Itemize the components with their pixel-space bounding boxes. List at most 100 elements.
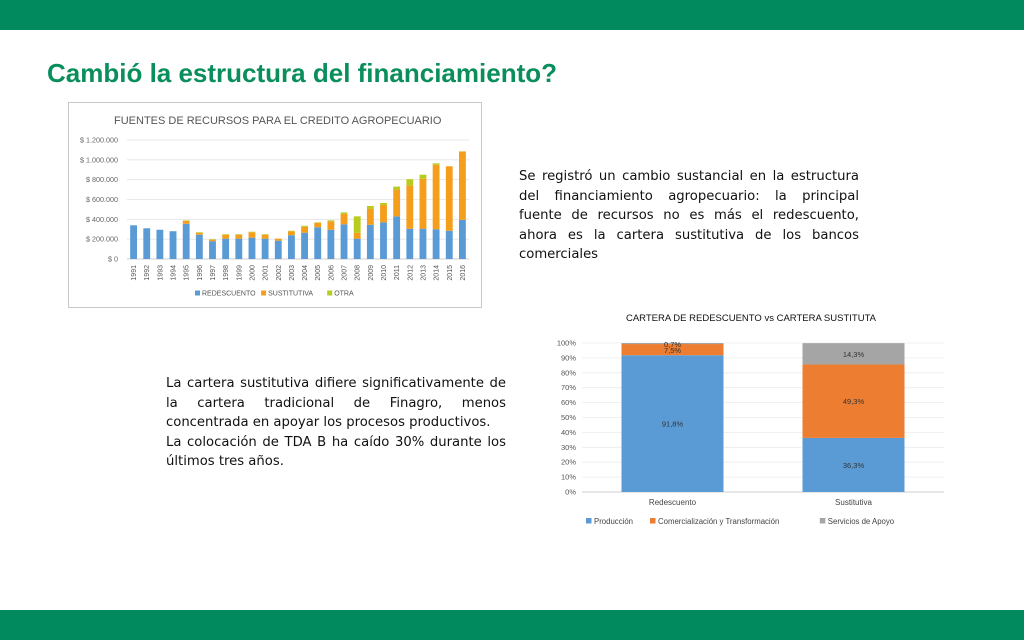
legend-label: Servicios de Apoyo bbox=[828, 517, 895, 526]
bar-sustitutiva-2016 bbox=[459, 151, 466, 220]
x-tick-label: 1992 bbox=[144, 265, 151, 281]
x-tick-label: Sustitutiva bbox=[835, 498, 872, 507]
bar-redescuento-2002 bbox=[274, 240, 282, 259]
bar-sustitutiva-1997 bbox=[209, 239, 216, 242]
y-tick-label: 30% bbox=[561, 443, 576, 452]
x-tick-label: 2005 bbox=[315, 265, 322, 281]
chart-title: FUENTES DE RECURSOS PARA EL CREDITO AGRO… bbox=[114, 115, 442, 127]
bar-segment-sustitutiva bbox=[802, 364, 905, 438]
bar-sustitutiva-2003 bbox=[288, 231, 295, 236]
x-tick-label: 2014 bbox=[434, 265, 441, 281]
y-tick-label: 70% bbox=[561, 383, 576, 392]
y-tick-label: $ 0 bbox=[108, 255, 118, 264]
bar-sustitutiva-2006 bbox=[327, 221, 335, 230]
bar-redescuento-2009 bbox=[366, 224, 374, 259]
bar-sustitutiva-1998 bbox=[222, 234, 230, 239]
bar-otra-2013 bbox=[419, 174, 427, 179]
bar-redescuento-2006 bbox=[327, 229, 335, 259]
x-tick-label: 1998 bbox=[223, 265, 230, 281]
bar-redescuento-1997 bbox=[209, 241, 216, 259]
legend-swatch bbox=[261, 290, 267, 296]
bar-otra-2012 bbox=[406, 179, 414, 186]
legend-swatch bbox=[819, 518, 826, 524]
bar-redescuento-2004 bbox=[301, 232, 308, 259]
x-tick-label: 2013 bbox=[420, 265, 427, 281]
y-tick-label: $ 200.000 bbox=[86, 235, 118, 244]
legend-swatch bbox=[586, 518, 592, 524]
chart-frame-fuentes: FUENTES DE RECURSOS PARA EL CREDITO AGRO… bbox=[68, 102, 482, 308]
paragraph-left: La cartera sustitutiva difiere significa… bbox=[166, 374, 506, 472]
bar-segment-redescuento bbox=[621, 355, 724, 492]
y-tick-label: $ 800.000 bbox=[86, 175, 118, 184]
bar-otra-2004 bbox=[301, 225, 308, 227]
legend-label: Producción bbox=[594, 517, 633, 526]
y-tick-label: 100% bbox=[557, 339, 577, 348]
bottom-band bbox=[0, 610, 1024, 640]
bar-sustitutiva-2004 bbox=[301, 226, 308, 233]
chart-fuentes-recursos: FUENTES DE RECURSOS PARA EL CREDITO AGRO… bbox=[80, 115, 469, 298]
paragraph-text: Se registró un cambio sustancial en la e… bbox=[519, 169, 859, 262]
data-label: 7,5% bbox=[664, 346, 681, 355]
bar-redescuento-2013 bbox=[419, 228, 427, 259]
bar-redescuento-2014 bbox=[432, 229, 440, 259]
bar-redescuento-1995 bbox=[182, 223, 190, 259]
bar-sustitutiva-2008 bbox=[353, 232, 361, 239]
x-tick-label: 2010 bbox=[381, 265, 388, 281]
x-tick-label: 1993 bbox=[157, 265, 164, 281]
paragraph-text-1: La cartera sustitutiva difiere significa… bbox=[166, 376, 506, 430]
bar-otra-2007 bbox=[340, 212, 348, 214]
bar-sustitutiva-2009 bbox=[366, 208, 374, 225]
bar-sustitutiva-2011 bbox=[393, 189, 401, 217]
x-tick-label: 2002 bbox=[276, 265, 283, 281]
bar-redescuento-1994 bbox=[169, 231, 177, 259]
paragraph-right: Se registró un cambio sustancial en la e… bbox=[519, 167, 859, 265]
bar-redescuento-1999 bbox=[235, 238, 243, 259]
x-tick-label: 1996 bbox=[197, 265, 204, 281]
data-label: 0,7% bbox=[664, 340, 681, 349]
bar-sustitutiva-2000 bbox=[248, 232, 256, 238]
bar-redescuento-2016 bbox=[459, 219, 466, 259]
bar-sustitutiva-1999 bbox=[235, 234, 243, 239]
data-label: 36,3% bbox=[843, 461, 865, 470]
bar-otra-2008 bbox=[353, 216, 361, 233]
bar-sustitutiva-2013 bbox=[419, 178, 427, 229]
bar-redescuento-1993 bbox=[156, 229, 164, 259]
bar-segment-redescuento bbox=[621, 344, 724, 356]
bar-sustitutiva-1995 bbox=[182, 220, 190, 224]
x-tick-label: 1999 bbox=[236, 265, 243, 281]
x-tick-label: 2009 bbox=[368, 265, 375, 281]
x-tick-label: 2000 bbox=[249, 265, 256, 281]
paragraph-text-2: La colocación de TDA B ha caído 30% dura… bbox=[166, 434, 506, 470]
x-tick-label: 1994 bbox=[171, 265, 178, 281]
data-label: 14,3% bbox=[843, 350, 865, 359]
legend-swatch bbox=[650, 518, 656, 524]
bar-otra-2006 bbox=[327, 220, 335, 222]
bar-redescuento-2010 bbox=[380, 222, 387, 259]
x-tick-label: 2006 bbox=[328, 265, 335, 281]
bar-sustitutiva-2002 bbox=[274, 238, 282, 241]
x-tick-label: 1997 bbox=[210, 265, 217, 281]
data-label: 91,8% bbox=[662, 420, 684, 429]
bar-segment-sustitutiva bbox=[802, 437, 905, 492]
legend-label: Comercialización y Transformación bbox=[658, 517, 779, 526]
y-tick-label: 40% bbox=[561, 428, 576, 437]
x-tick-label: 2012 bbox=[407, 265, 414, 281]
chart-cartera: CARTERA DE REDESCUENTO vs CARTERA SUSTIT… bbox=[557, 313, 944, 526]
bar-redescuento-2007 bbox=[340, 224, 348, 259]
y-tick-label: 10% bbox=[561, 473, 576, 482]
bar-redescuento-1991 bbox=[130, 225, 137, 259]
x-tick-label: 2001 bbox=[263, 265, 270, 281]
bar-sustitutiva-2015 bbox=[445, 166, 453, 231]
bar-redescuento-2011 bbox=[393, 216, 401, 259]
x-tick-label: 1995 bbox=[184, 265, 191, 281]
bar-redescuento-2012 bbox=[406, 228, 414, 259]
y-tick-label: 90% bbox=[561, 353, 576, 362]
bar-redescuento-2003 bbox=[288, 235, 295, 259]
chart-title: CARTERA DE REDESCUENTO vs CARTERA SUSTIT… bbox=[626, 313, 877, 324]
bar-redescuento-2015 bbox=[445, 230, 453, 259]
bar-redescuento-2005 bbox=[314, 227, 322, 259]
bar-otra-2011 bbox=[393, 186, 401, 190]
x-tick-label: 2008 bbox=[355, 265, 362, 281]
legend-label: OTRA bbox=[334, 291, 354, 298]
bar-sustitutiva-2014 bbox=[432, 164, 440, 230]
